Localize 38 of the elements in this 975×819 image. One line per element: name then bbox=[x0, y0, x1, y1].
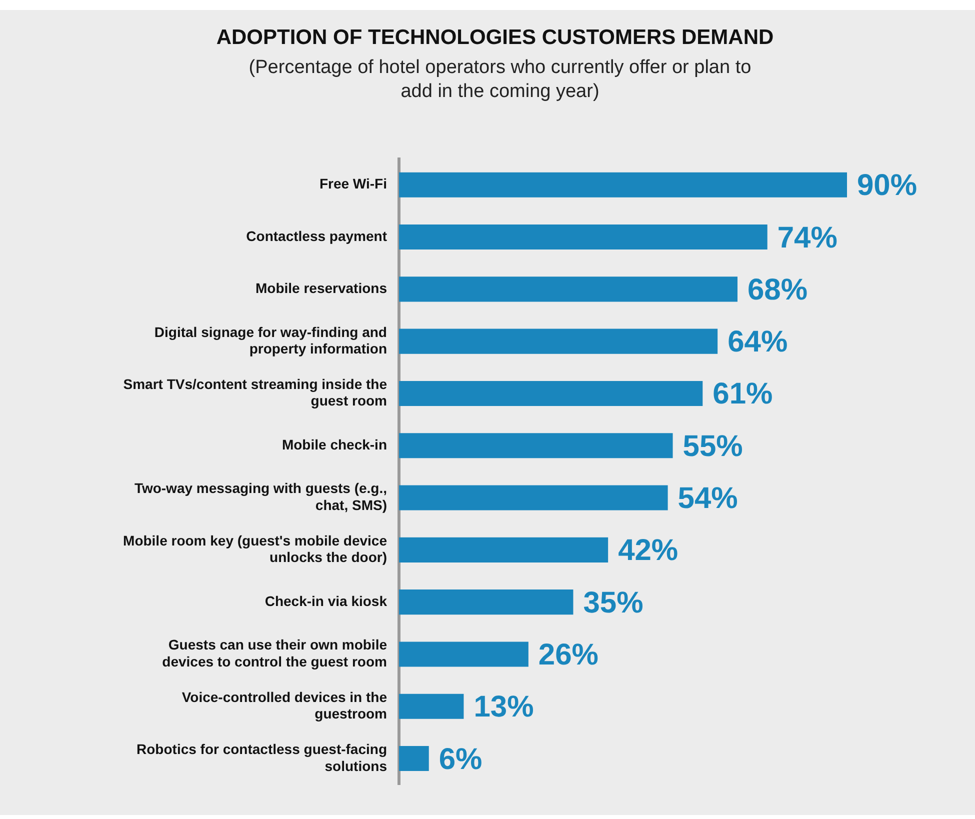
data-label: 74% bbox=[777, 221, 838, 254]
chart-title: ADOPTION OF TECHNOLOGIES CUSTOMERS DEMAND bbox=[215, 26, 775, 50]
y-tick-label: Two-way messaging with guests (e.g., chat, SMS) bbox=[134, 480, 387, 514]
data-label: 42% bbox=[618, 534, 678, 568]
bar bbox=[399, 328, 718, 354]
data-label: 55% bbox=[682, 430, 743, 463]
data-label: 64% bbox=[728, 326, 788, 359]
y-tick-label: Guests can use their own mobile devices to control the guest room bbox=[162, 636, 388, 670]
y-tick-label: Smart TVs/content streaming inside the guest room bbox=[123, 376, 388, 409]
data-label: 6% bbox=[438, 742, 482, 776]
data-label: 90% bbox=[857, 169, 918, 202]
bar bbox=[399, 433, 673, 458]
y-tick-label: Mobile reservations bbox=[256, 280, 388, 296]
data-label: 68% bbox=[747, 273, 808, 306]
y-tick-label: Robotics for contactless guest-facing solutions bbox=[136, 740, 388, 774]
y-tick-label: Mobile check-in bbox=[282, 436, 387, 452]
chart-subtitle: (Percentage of hotel operators who currently offer or plan to add in the coming year) bbox=[248, 56, 752, 104]
data-label: 13% bbox=[474, 690, 534, 724]
bar bbox=[399, 590, 574, 615]
y-tick-label: Check-in via kiosk bbox=[264, 592, 388, 609]
bar bbox=[399, 642, 528, 667]
bar bbox=[399, 172, 847, 198]
bar bbox=[399, 746, 429, 772]
bar bbox=[399, 537, 608, 562]
data-label: 61% bbox=[712, 378, 773, 411]
data-label: 54% bbox=[678, 482, 738, 516]
bar bbox=[399, 485, 668, 510]
data-label: 26% bbox=[538, 638, 598, 672]
y-tick-label: Contactless payment bbox=[246, 228, 388, 244]
bar bbox=[399, 380, 703, 406]
y-tick-label: Free Wi-Fi bbox=[319, 176, 387, 192]
y-tick-label: Digital signage for way-finding and property information bbox=[154, 324, 387, 357]
y-tick-label: Mobile room key (guest's mobile device unlocks the door) bbox=[123, 532, 388, 566]
bar bbox=[399, 276, 738, 302]
bar bbox=[399, 694, 464, 719]
data-label: 35% bbox=[583, 586, 644, 620]
y-tick-label: Voice-controlled devices in the guestroom bbox=[182, 688, 388, 722]
bar bbox=[399, 224, 768, 250]
